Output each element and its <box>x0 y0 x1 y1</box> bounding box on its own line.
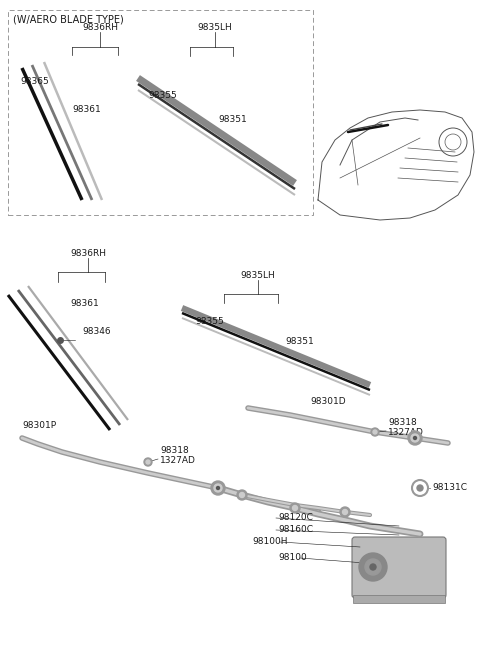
Circle shape <box>146 460 150 464</box>
Text: 1327AD: 1327AD <box>160 456 196 465</box>
Circle shape <box>359 553 387 581</box>
Text: 98131C: 98131C <box>432 483 467 493</box>
Text: 1327AD: 1327AD <box>388 428 424 437</box>
Circle shape <box>144 458 152 466</box>
Text: 98301P: 98301P <box>22 422 56 430</box>
Circle shape <box>413 436 417 440</box>
Text: 9836RH: 9836RH <box>70 249 106 258</box>
Circle shape <box>292 506 298 510</box>
Circle shape <box>408 431 422 445</box>
Text: 98355: 98355 <box>148 91 177 100</box>
Text: 98355: 98355 <box>195 318 224 327</box>
Circle shape <box>340 507 350 517</box>
Circle shape <box>417 485 423 491</box>
Circle shape <box>411 434 419 442</box>
Circle shape <box>373 430 377 434</box>
Text: 98318: 98318 <box>388 418 417 427</box>
Circle shape <box>370 564 376 570</box>
Text: 9835LH: 9835LH <box>198 23 232 32</box>
Circle shape <box>365 559 381 575</box>
Bar <box>353 595 445 603</box>
Circle shape <box>371 428 379 436</box>
Circle shape <box>290 503 300 513</box>
Text: 98365: 98365 <box>20 77 49 87</box>
Text: 98346: 98346 <box>82 327 110 337</box>
Circle shape <box>214 484 222 492</box>
Text: 9835LH: 9835LH <box>240 271 276 280</box>
Circle shape <box>211 481 225 495</box>
Text: 98351: 98351 <box>285 337 314 346</box>
Text: (W/AERO BLADE TYPE): (W/AERO BLADE TYPE) <box>13 14 124 24</box>
Text: 98100H: 98100H <box>252 537 288 546</box>
Text: 98361: 98361 <box>70 300 99 308</box>
Text: 98361: 98361 <box>72 106 101 115</box>
Text: 98100: 98100 <box>278 554 307 562</box>
Text: 98318: 98318 <box>160 446 189 455</box>
Circle shape <box>216 487 219 489</box>
Circle shape <box>343 510 348 514</box>
Text: 98351: 98351 <box>218 115 247 125</box>
Circle shape <box>240 493 244 497</box>
Circle shape <box>237 490 247 500</box>
Text: 98120C: 98120C <box>278 514 313 522</box>
Text: 98160C: 98160C <box>278 525 313 535</box>
Text: 9836RH: 9836RH <box>82 23 118 32</box>
Bar <box>8 10 313 215</box>
FancyBboxPatch shape <box>352 537 446 598</box>
Text: 98301D: 98301D <box>310 398 346 407</box>
